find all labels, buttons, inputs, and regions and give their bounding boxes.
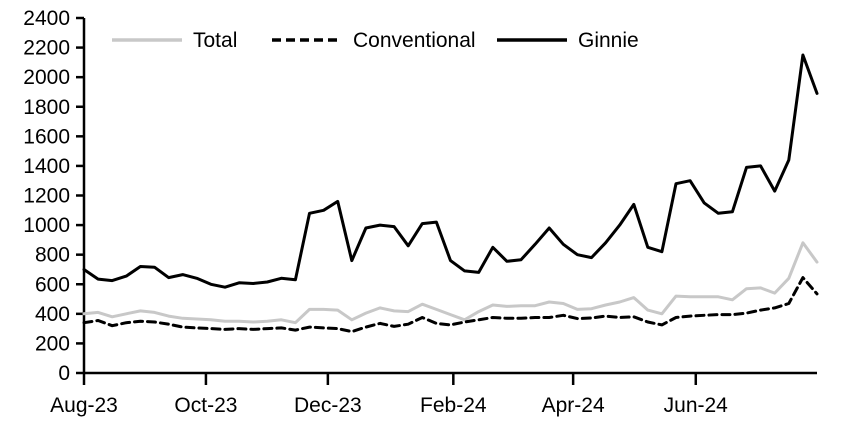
legend-label: Ginnie xyxy=(578,29,639,52)
y-tick-label: 2200 xyxy=(23,37,70,60)
y-tick-label: 1600 xyxy=(23,125,70,148)
y-tick-label: 200 xyxy=(35,332,70,355)
legend-label: Total xyxy=(193,29,237,52)
legend-item-conventional: Conventional xyxy=(272,29,476,52)
x-tick-label: Feb-24 xyxy=(420,394,487,417)
y-tick-label: 0 xyxy=(58,362,70,385)
x-tick-label: Oct-23 xyxy=(174,394,237,417)
y-tick-label: 1000 xyxy=(23,214,70,237)
x-tick-label: Jun-24 xyxy=(664,394,729,417)
y-tick-label: 800 xyxy=(35,244,70,267)
legend: Total Conventional Ginnie xyxy=(112,29,639,52)
conventional-line xyxy=(82,276,819,334)
y-tick-label: 400 xyxy=(35,303,70,326)
y-tick-label: 2000 xyxy=(23,66,70,89)
y-tick-label: 1800 xyxy=(23,96,70,119)
y-tick-label: 1400 xyxy=(23,155,70,178)
y-axis: 0 200 400 600 800 1000 1200 1400 1600 1800 2000 220… xyxy=(23,7,84,385)
legend-item-total: Total xyxy=(112,29,237,52)
legend-label: Conventional xyxy=(353,29,476,52)
ginnie-line xyxy=(82,53,819,289)
x-axis: Aug-23 Oct-23 Dec-23 Feb-24 Apr-24 Jun-24 xyxy=(50,373,728,417)
y-tick-label: 2400 xyxy=(23,7,70,30)
y-tick-label: 600 xyxy=(35,273,70,296)
total-line xyxy=(82,241,819,325)
series-lines xyxy=(82,53,819,334)
x-tick-label: Aug-23 xyxy=(50,394,118,417)
x-tick-label: Dec-23 xyxy=(294,394,362,417)
x-tick-label: Apr-24 xyxy=(542,394,605,417)
legend-item-ginnie: Ginnie xyxy=(497,29,639,52)
y-tick-label: 1200 xyxy=(23,185,70,208)
